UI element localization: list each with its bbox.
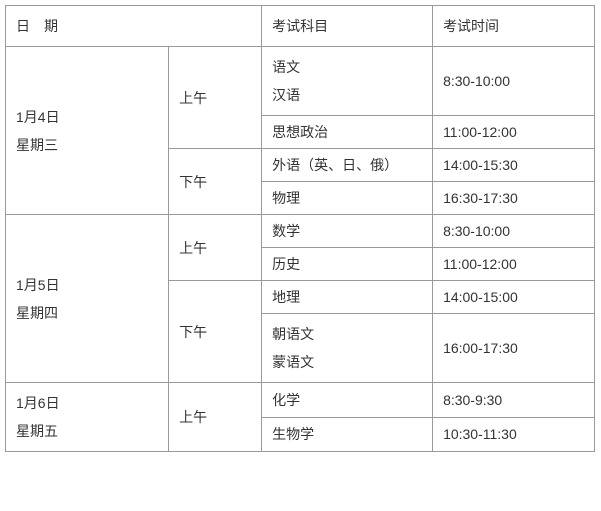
table-row: 1月5日 星期四 上午 数学 8:30-10:00 <box>6 215 595 248</box>
subject-cell: 数学 <box>262 215 433 248</box>
time-cell: 11:00-12:00 <box>433 116 595 149</box>
weekday-value: 星期五 <box>16 417 158 445</box>
subject-cell: 思想政治 <box>262 116 433 149</box>
subject-cell: 地理 <box>262 281 433 314</box>
time-cell: 8:30-10:00 <box>433 47 595 116</box>
time-cell: 8:30-10:00 <box>433 215 595 248</box>
time-cell: 16:30-17:30 <box>433 182 595 215</box>
subject-cell: 生物学 <box>262 417 433 452</box>
period-cell: 下午 <box>169 149 262 215</box>
period-cell: 上午 <box>169 215 262 281</box>
schedule-table: 日 期 考试科目 考试时间 1月4日 星期三 上午 语文 汉语 8:30-10:… <box>5 5 595 452</box>
time-cell: 10:30-11:30 <box>433 417 595 452</box>
subject-cell: 历史 <box>262 248 433 281</box>
time-cell: 14:00-15:00 <box>433 281 595 314</box>
weekday-value: 星期四 <box>16 299 158 327</box>
period-cell: 下午 <box>169 281 262 383</box>
date-value: 1月6日 <box>16 389 158 417</box>
date-value: 1月4日 <box>16 103 158 131</box>
subject-cell: 物理 <box>262 182 433 215</box>
subject-line: 汉语 <box>272 81 422 109</box>
subject-cell: 语文 汉语 <box>262 47 433 116</box>
subject-cell: 外语（英、日、俄） <box>262 149 433 182</box>
table-header-row: 日 期 考试科目 考试时间 <box>6 6 595 47</box>
header-date: 日 期 <box>6 6 262 47</box>
time-cell: 14:00-15:30 <box>433 149 595 182</box>
subject-line: 蒙语文 <box>272 348 422 376</box>
date-cell: 1月4日 星期三 <box>6 47 169 215</box>
date-value: 1月5日 <box>16 271 158 299</box>
period-cell: 上午 <box>169 47 262 149</box>
period-cell: 上午 <box>169 383 262 452</box>
header-time: 考试时间 <box>433 6 595 47</box>
table-row: 1月4日 星期三 上午 语文 汉语 8:30-10:00 <box>6 47 595 116</box>
table-row: 1月6日 星期五 上午 化学 8:30-9:30 <box>6 383 595 418</box>
subject-line: 语文 <box>272 53 422 81</box>
date-cell: 1月5日 星期四 <box>6 215 169 383</box>
subject-cell: 朝语文 蒙语文 <box>262 314 433 383</box>
time-cell: 16:00-17:30 <box>433 314 595 383</box>
header-subject: 考试科目 <box>262 6 433 47</box>
subject-cell: 化学 <box>262 383 433 418</box>
date-cell: 1月6日 星期五 <box>6 383 169 452</box>
weekday-value: 星期三 <box>16 131 158 159</box>
subject-line: 朝语文 <box>272 320 422 348</box>
time-cell: 8:30-9:30 <box>433 383 595 418</box>
time-cell: 11:00-12:00 <box>433 248 595 281</box>
